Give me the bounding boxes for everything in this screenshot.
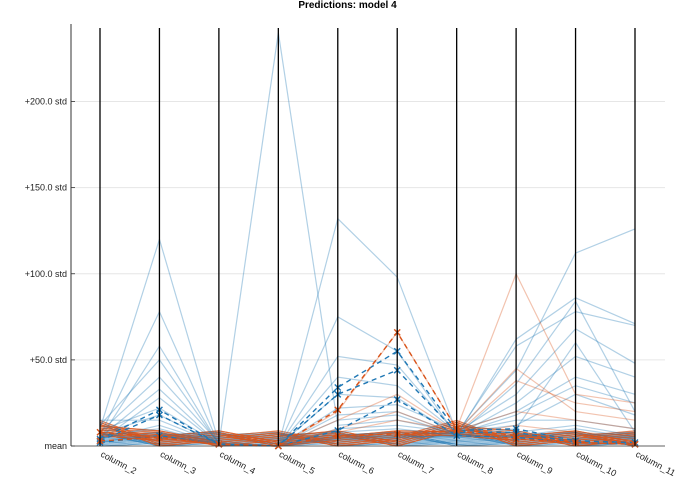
series-line (99, 385, 636, 447)
x-tick-label: column_8 (456, 449, 495, 476)
plot-background (71, 24, 665, 446)
group-mean-line (99, 350, 636, 447)
series-line (99, 217, 636, 447)
series-line (99, 311, 636, 447)
series-line (99, 376, 636, 447)
y-tick-label: mean (44, 441, 67, 451)
x-tick-label: column_11 (634, 449, 677, 478)
series-line (99, 431, 636, 447)
series-line-base (99, 429, 636, 447)
series-line-base (99, 421, 636, 445)
series-line (99, 428, 636, 447)
series-line (99, 297, 636, 447)
series-line (99, 410, 636, 447)
series-line (99, 367, 636, 447)
group-mean-line (99, 331, 636, 447)
series-line (99, 300, 636, 447)
series-line (99, 328, 636, 447)
series-line (99, 424, 636, 447)
series-line (99, 341, 636, 447)
x-tick-label: column_6 (337, 449, 376, 476)
x-tick-label: column_7 (396, 449, 435, 476)
series-line-base (99, 430, 636, 443)
y-tick-label: +200.0 std (25, 97, 67, 107)
group-mean-line (99, 398, 636, 447)
series-line (99, 355, 636, 447)
group-mean-line (99, 369, 636, 447)
x-tick-label: column_5 (277, 449, 316, 476)
series-line-base (99, 425, 636, 443)
x-tick-label: column_4 (218, 449, 257, 476)
chart-title: Predictions: model 4 (298, 0, 397, 11)
x-tick-label: column_10 (575, 449, 619, 479)
y-tick-label: +50.0 std (30, 355, 67, 365)
series-line (100, 419, 636, 447)
series-line (99, 32, 636, 446)
series-line (99, 272, 636, 447)
x-tick-label: column_3 (159, 449, 198, 476)
series-line (99, 424, 636, 447)
series-line (99, 379, 636, 447)
y-tick-label: +100.0 std (25, 269, 67, 279)
y-tick-label: +150.0 std (25, 183, 67, 193)
x-tick-label: column_2 (99, 449, 138, 476)
series-line-base (99, 432, 636, 445)
x-tick-label: column_9 (515, 449, 554, 476)
series-line-base (99, 423, 636, 447)
